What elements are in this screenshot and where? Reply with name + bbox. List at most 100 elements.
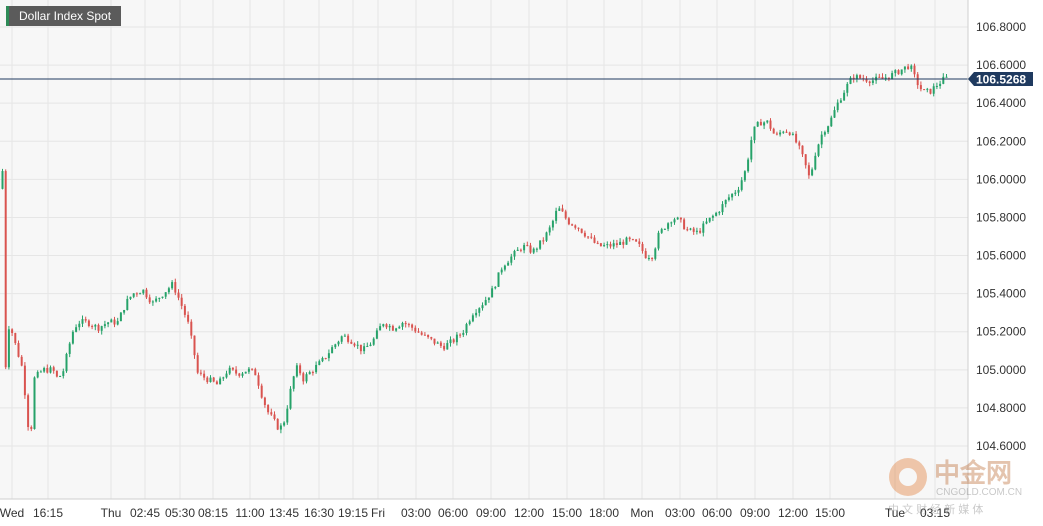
candle-body [932, 86, 935, 94]
candle-body [567, 218, 570, 225]
candle-body [254, 369, 257, 376]
candle-body [283, 422, 286, 426]
candle-body [65, 353, 68, 372]
candle-body [791, 133, 794, 135]
x-tick-label: Tue [885, 506, 906, 520]
candle-body [590, 236, 593, 238]
candle-body [711, 215, 714, 218]
candle-body [817, 144, 820, 156]
candle-body [62, 371, 65, 377]
candle-body [142, 289, 145, 294]
candle-body [628, 237, 631, 240]
candle-body [535, 248, 538, 250]
x-tick-label: 11:00 [235, 506, 264, 520]
candle-body [177, 292, 180, 298]
candle-body [753, 126, 756, 141]
candle-body [529, 245, 532, 253]
candle-body [247, 368, 250, 372]
candle-body [929, 88, 932, 94]
candle-body [887, 77, 890, 79]
candle-body [683, 219, 686, 230]
candle-body [158, 297, 161, 299]
candle-body [891, 73, 894, 79]
x-tick-label: 09:00 [740, 506, 770, 520]
candle-body [4, 171, 7, 368]
candle-body [903, 66, 906, 70]
x-tick-label: 15:00 [552, 506, 582, 520]
candle-body [190, 321, 193, 336]
candle-body [478, 308, 481, 313]
candle-body [811, 169, 814, 176]
candle-body [807, 165, 810, 176]
candle-body [433, 338, 436, 344]
candle-body [484, 299, 487, 306]
candle-body [897, 70, 900, 75]
candle-body [555, 210, 558, 221]
candle-body [327, 353, 330, 359]
candle-body [532, 248, 535, 253]
candle-body [686, 229, 689, 231]
candle-body [388, 325, 391, 328]
candle-body [564, 211, 567, 219]
candle-body [167, 288, 170, 293]
candle-body [647, 257, 650, 259]
candle-body [868, 81, 871, 83]
candle-body [446, 343, 449, 350]
candle-body [545, 232, 548, 241]
candle-body [676, 217, 679, 220]
candle-body [193, 335, 196, 356]
candle-body [430, 337, 433, 339]
x-tick-label: 18:00 [589, 506, 619, 520]
candle-body [273, 414, 276, 419]
candle-body [151, 301, 154, 303]
candle-body [619, 241, 622, 245]
candle-body [238, 373, 241, 376]
candle-body [708, 217, 711, 222]
x-tick-label: 12:00 [514, 506, 544, 520]
candle-body [500, 269, 503, 273]
candle-body [59, 376, 62, 378]
candle-body [673, 219, 676, 223]
candle-body [865, 79, 868, 82]
candle-body [401, 322, 404, 327]
candle-body [884, 77, 887, 79]
candle-body [299, 365, 302, 374]
candle-body [123, 309, 126, 313]
candle-body [215, 381, 218, 385]
candle-body [340, 336, 343, 342]
candle-body [603, 245, 606, 247]
candle-body [212, 377, 215, 382]
candle-body [849, 77, 852, 84]
candle-body [84, 319, 87, 321]
candle-body [244, 371, 247, 374]
candle-body [145, 289, 148, 298]
candle-body [308, 372, 311, 375]
x-tick-label: Fri [371, 506, 385, 520]
y-tick-label: 106.0000 [976, 172, 1026, 186]
candle-body [577, 227, 580, 229]
candle-body [750, 140, 753, 160]
candle-body [20, 356, 23, 366]
candle-body [203, 373, 206, 378]
y-tick-label: 106.2000 [976, 134, 1026, 148]
candle-body [49, 367, 52, 373]
candle-body [855, 75, 858, 80]
candle-body [436, 342, 439, 344]
watermark-tagline: 中 文 财 经 新 媒 体 [888, 502, 983, 516]
candle-body [654, 248, 657, 259]
candle-body [199, 372, 202, 374]
candle-body [350, 341, 353, 344]
candle-body [132, 293, 135, 297]
y-tick-label: 106.8000 [976, 20, 1026, 34]
candle-body [427, 334, 430, 338]
candle-body [494, 286, 497, 289]
candle-body [17, 343, 20, 357]
x-tick-label: 08:15 [198, 506, 228, 520]
candle-body [180, 297, 183, 306]
candle-body [702, 223, 705, 233]
y-tick-label: 105.4000 [976, 287, 1026, 301]
candle-body [68, 343, 71, 354]
candle-body [727, 197, 730, 200]
candle-body [219, 378, 222, 385]
